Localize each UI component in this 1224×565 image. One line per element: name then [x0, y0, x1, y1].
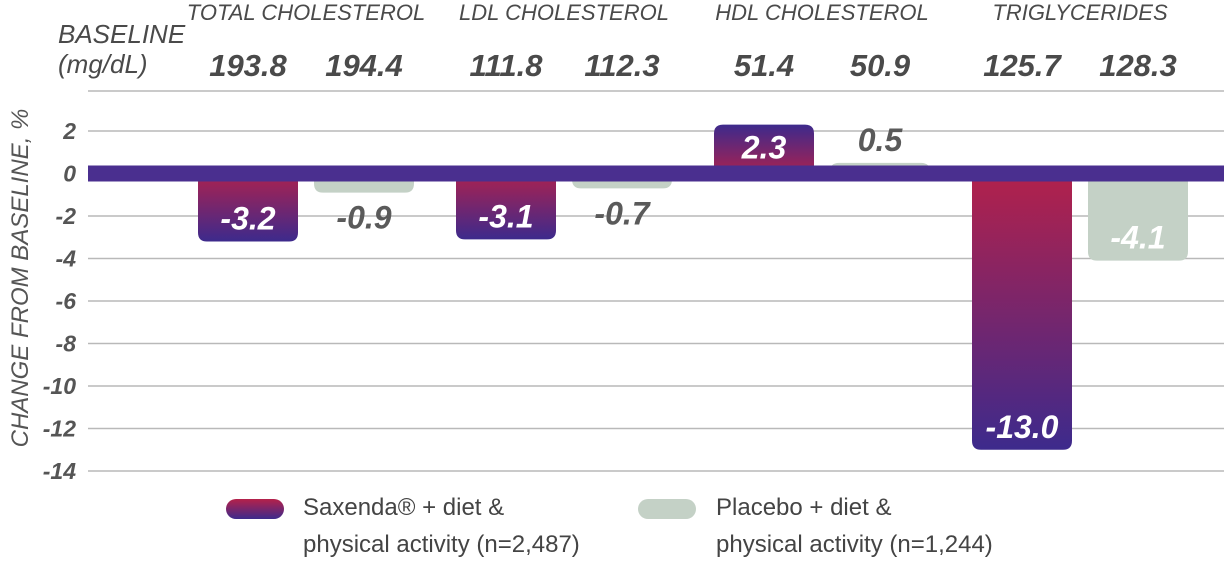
category-header: TOTAL CHOLESTEROL — [187, 0, 425, 25]
bar-label-saxenda: -3.2 — [220, 201, 275, 237]
baseline-value-saxenda: 193.8 — [209, 48, 287, 83]
legend-placebo-line2: physical activity (n=1,244) — [716, 531, 993, 558]
y-tick-labels: 2 0 -2 -4 -6 -8 -10 -12 -14 — [43, 118, 76, 484]
bar-label-saxenda: -3.1 — [478, 198, 533, 234]
baseline-value-placebo: 194.4 — [325, 48, 403, 83]
baseline-value-placebo: 128.3 — [1099, 48, 1177, 83]
bar-placebo — [1088, 167, 1188, 261]
baseline-value-placebo: 112.3 — [584, 48, 659, 83]
category-headers: TOTAL CHOLESTEROL 193.8 194.4 LDL CHOLESTER… — [187, 0, 1177, 83]
bar-value-labels: -3.2 -0.9 -3.1 -0.7 2.3 0.5 -13.0 -4.1 — [220, 122, 1165, 445]
legend-swatch-placebo — [638, 499, 696, 519]
y-tick-label: -8 — [56, 331, 77, 357]
baseline-value-saxenda: 111.8 — [470, 48, 544, 83]
baseline-label-line2: (mg/dL) — [58, 49, 148, 79]
bar-saxenda — [198, 167, 298, 242]
category-header: LDL CHOLESTEROL — [459, 0, 669, 25]
baseline-value-saxenda: 125.7 — [983, 48, 1062, 83]
y-tick-label: -4 — [56, 246, 77, 272]
y-tick-label: 2 — [62, 118, 76, 144]
category-header: TRIGLYCERIDES — [992, 0, 1168, 25]
bar-saxenda — [972, 167, 1072, 450]
bar-label-placebo: -0.9 — [336, 200, 391, 236]
baseline-value-placebo: 50.9 — [850, 48, 911, 83]
y-tick-label: -12 — [43, 416, 76, 442]
bar-label-placebo: 0.5 — [858, 122, 904, 158]
y-tick-label: -2 — [56, 203, 77, 229]
legend-swatch-saxenda — [226, 499, 284, 519]
legend-placebo-line1: Placebo + diet & — [716, 494, 891, 521]
y-axis-title: CHANGE FROM BASELINE, % — [7, 109, 34, 448]
bar-saxenda — [456, 167, 556, 240]
y-tick-label: 0 — [63, 161, 76, 187]
zero-line — [88, 165, 1224, 182]
y-tick-label: -10 — [43, 373, 76, 399]
legend-saxenda-line1: Saxenda® + diet & — [303, 494, 504, 521]
bar-label-saxenda: -13.0 — [986, 409, 1059, 445]
baseline-label-line1: BASELINE — [58, 19, 186, 49]
y-tick-label: -14 — [43, 458, 76, 484]
baseline-value-saxenda: 51.4 — [734, 48, 794, 83]
bar-label-saxenda: 2.3 — [741, 130, 787, 166]
category-header: HDL CHOLESTEROL — [715, 0, 929, 25]
bar-label-placebo: -0.7 — [594, 195, 651, 231]
legend: Saxenda® + diet & physical activity (n=2… — [226, 494, 993, 558]
bar-label-placebo: -4.1 — [1110, 220, 1165, 256]
zero-axis-band — [88, 165, 1224, 182]
y-tick-label: -6 — [56, 288, 77, 314]
legend-saxenda-line2: physical activity (n=2,487) — [303, 531, 580, 558]
